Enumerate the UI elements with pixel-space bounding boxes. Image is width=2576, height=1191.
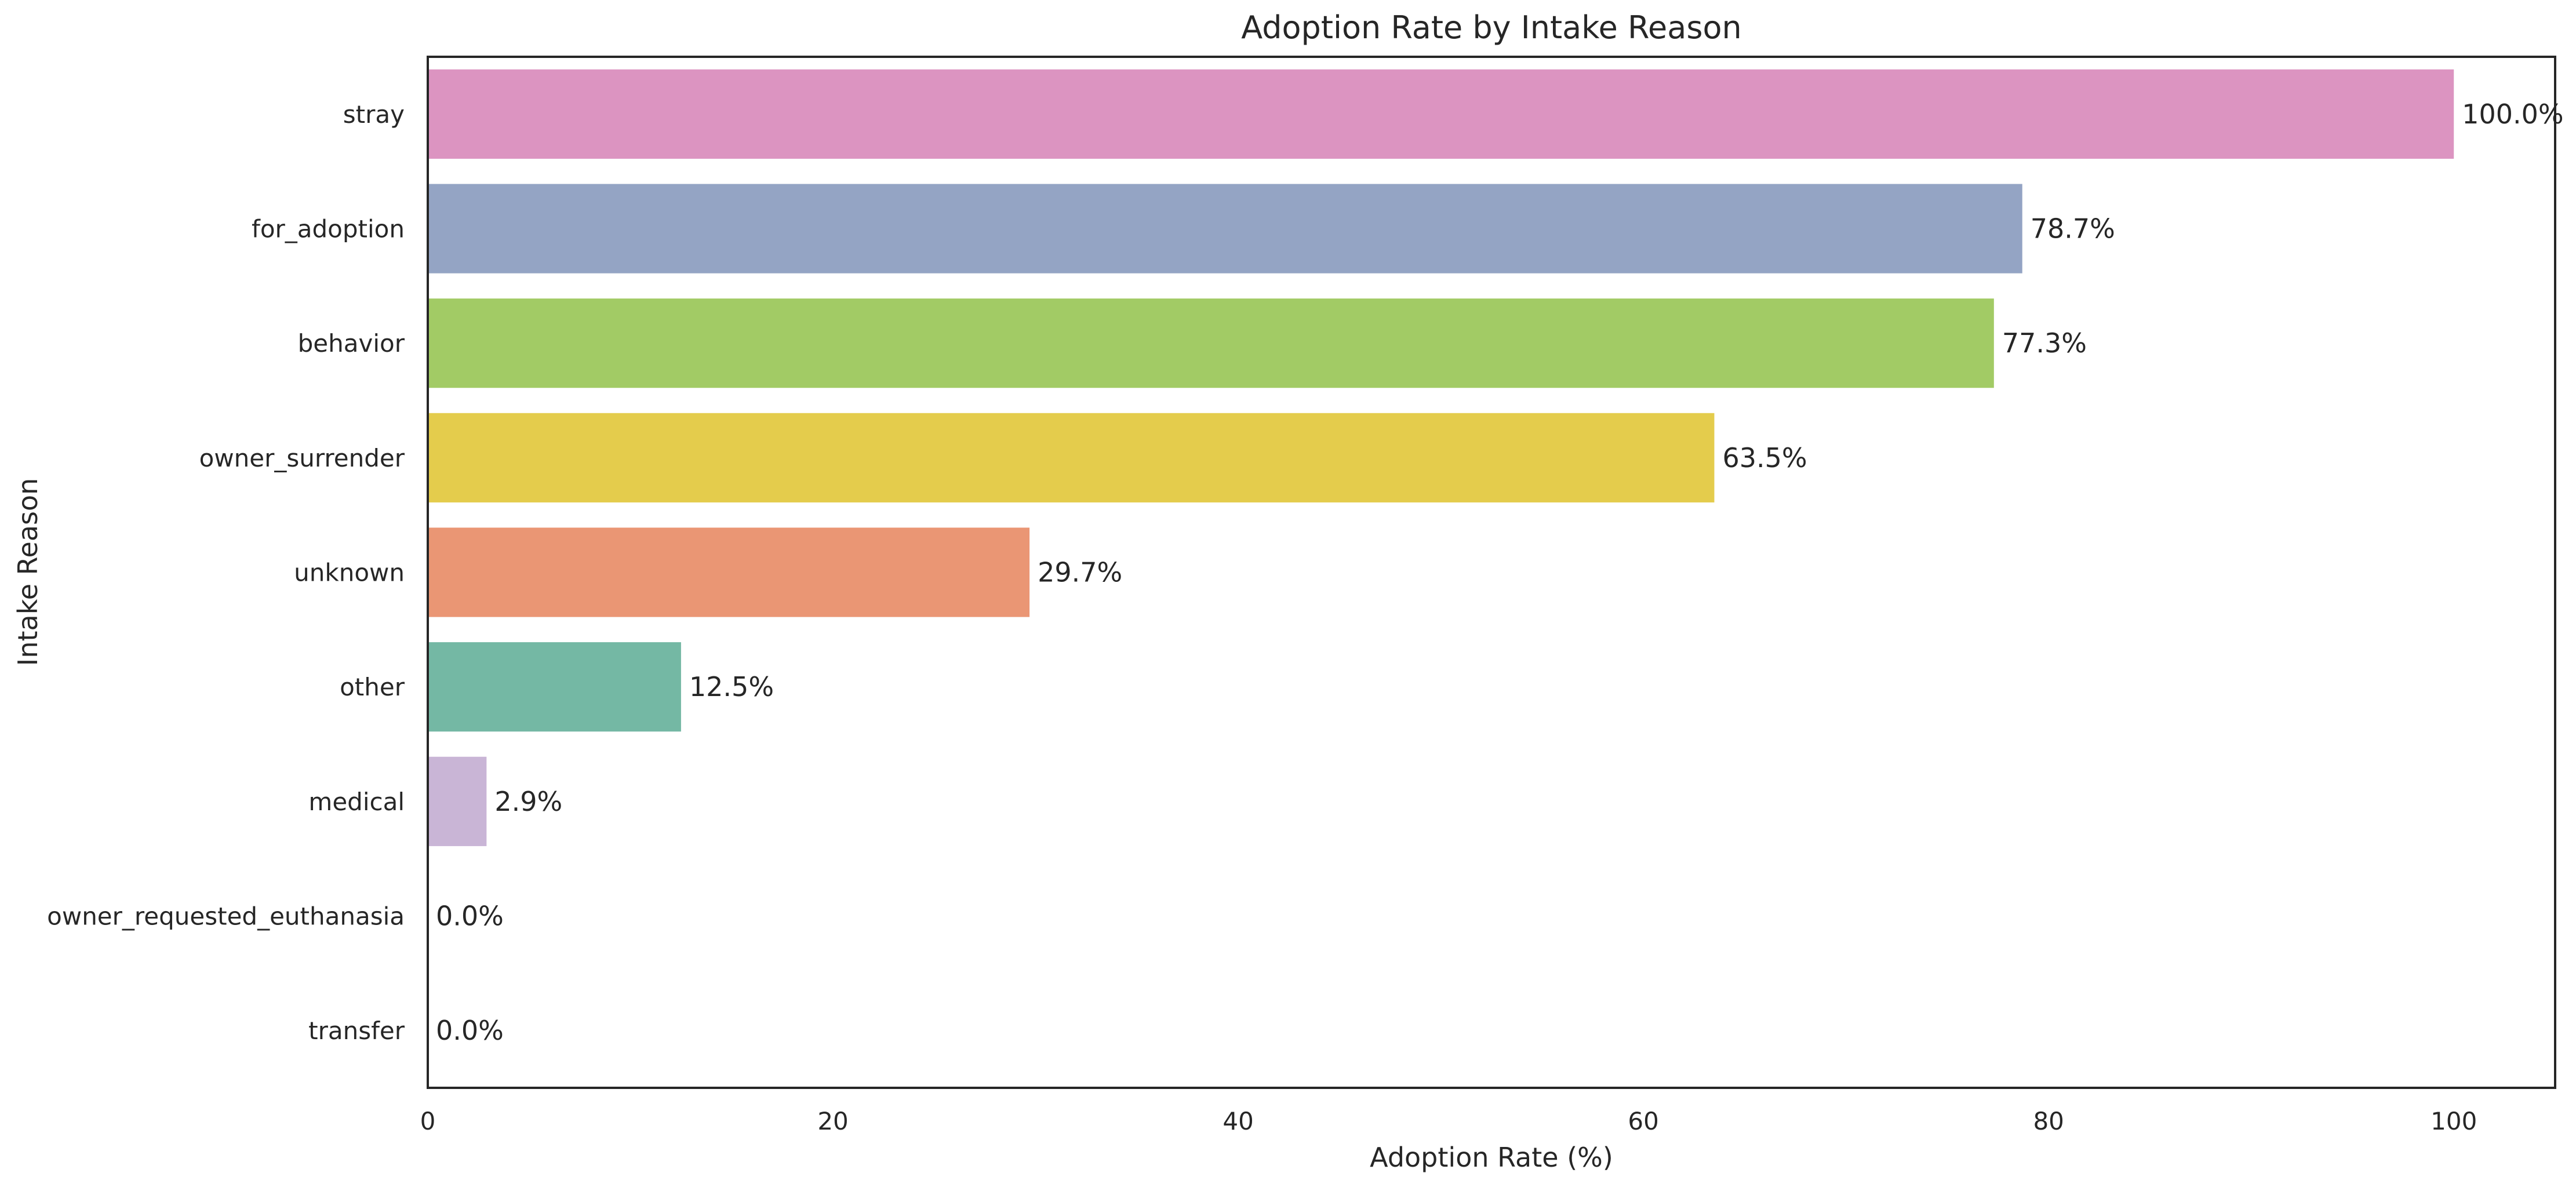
y-tick-label: unknown: [294, 559, 405, 587]
bars-layer: [428, 69, 2454, 846]
bar-medical: [428, 756, 487, 846]
x-tick-labels: 0 20 40 60 80 100: [420, 1107, 2477, 1135]
x-axis-label: Adoption Rate (%): [1370, 1142, 1613, 1173]
y-tick-label: transfer: [308, 1017, 405, 1045]
bar-other: [428, 642, 681, 732]
plot-frame: [427, 56, 2556, 1089]
y-tick-label: medical: [308, 788, 405, 816]
y-tick-label: for_adoption: [252, 215, 405, 243]
x-tick-label: 20: [817, 1107, 848, 1135]
bar-owner_surrender: [428, 413, 1715, 502]
data-label: 2.9%: [494, 786, 562, 817]
data-label: 12.5%: [689, 671, 774, 702]
y-tick-label: other: [340, 673, 405, 701]
x-tick-label: 0: [420, 1107, 436, 1135]
bar-behavior: [428, 298, 1994, 388]
y-tick-label: stray: [343, 100, 405, 129]
x-tick-label: 100: [2431, 1107, 2477, 1135]
data-label: 0.0%: [436, 1015, 504, 1046]
x-tick-label: 60: [1628, 1107, 1658, 1135]
value-labels: 100.0% 78.7% 77.3% 63.5% 29.7% 12.5% 2.9% 0.0% 0…: [436, 99, 2564, 1046]
data-label: 78.7%: [2031, 213, 2115, 245]
data-label: 77.3%: [2002, 327, 2087, 359]
y-tick-label: owner_requested_euthanasia: [47, 902, 405, 931]
y-tick-labels: stray for_adoption behavior owner_surrender…: [47, 100, 405, 1045]
data-label: 0.0%: [436, 901, 504, 932]
bar-unknown: [428, 527, 1030, 617]
bar-stray: [428, 69, 2454, 159]
y-tick-label: owner_surrender: [199, 444, 405, 472]
y-axis-label: Intake Reason: [12, 478, 43, 666]
y-tick-label: behavior: [298, 329, 405, 358]
x-tick-label: 80: [2033, 1107, 2064, 1135]
data-label: 100.0%: [2462, 99, 2563, 130]
data-label: 63.5%: [1722, 442, 1807, 474]
chart-title: Adoption Rate by Intake Reason: [1241, 9, 1742, 46]
bar-for_adoption: [428, 184, 2022, 274]
x-tick-label: 40: [1222, 1107, 1253, 1135]
data-label: 29.7%: [1038, 557, 1122, 588]
